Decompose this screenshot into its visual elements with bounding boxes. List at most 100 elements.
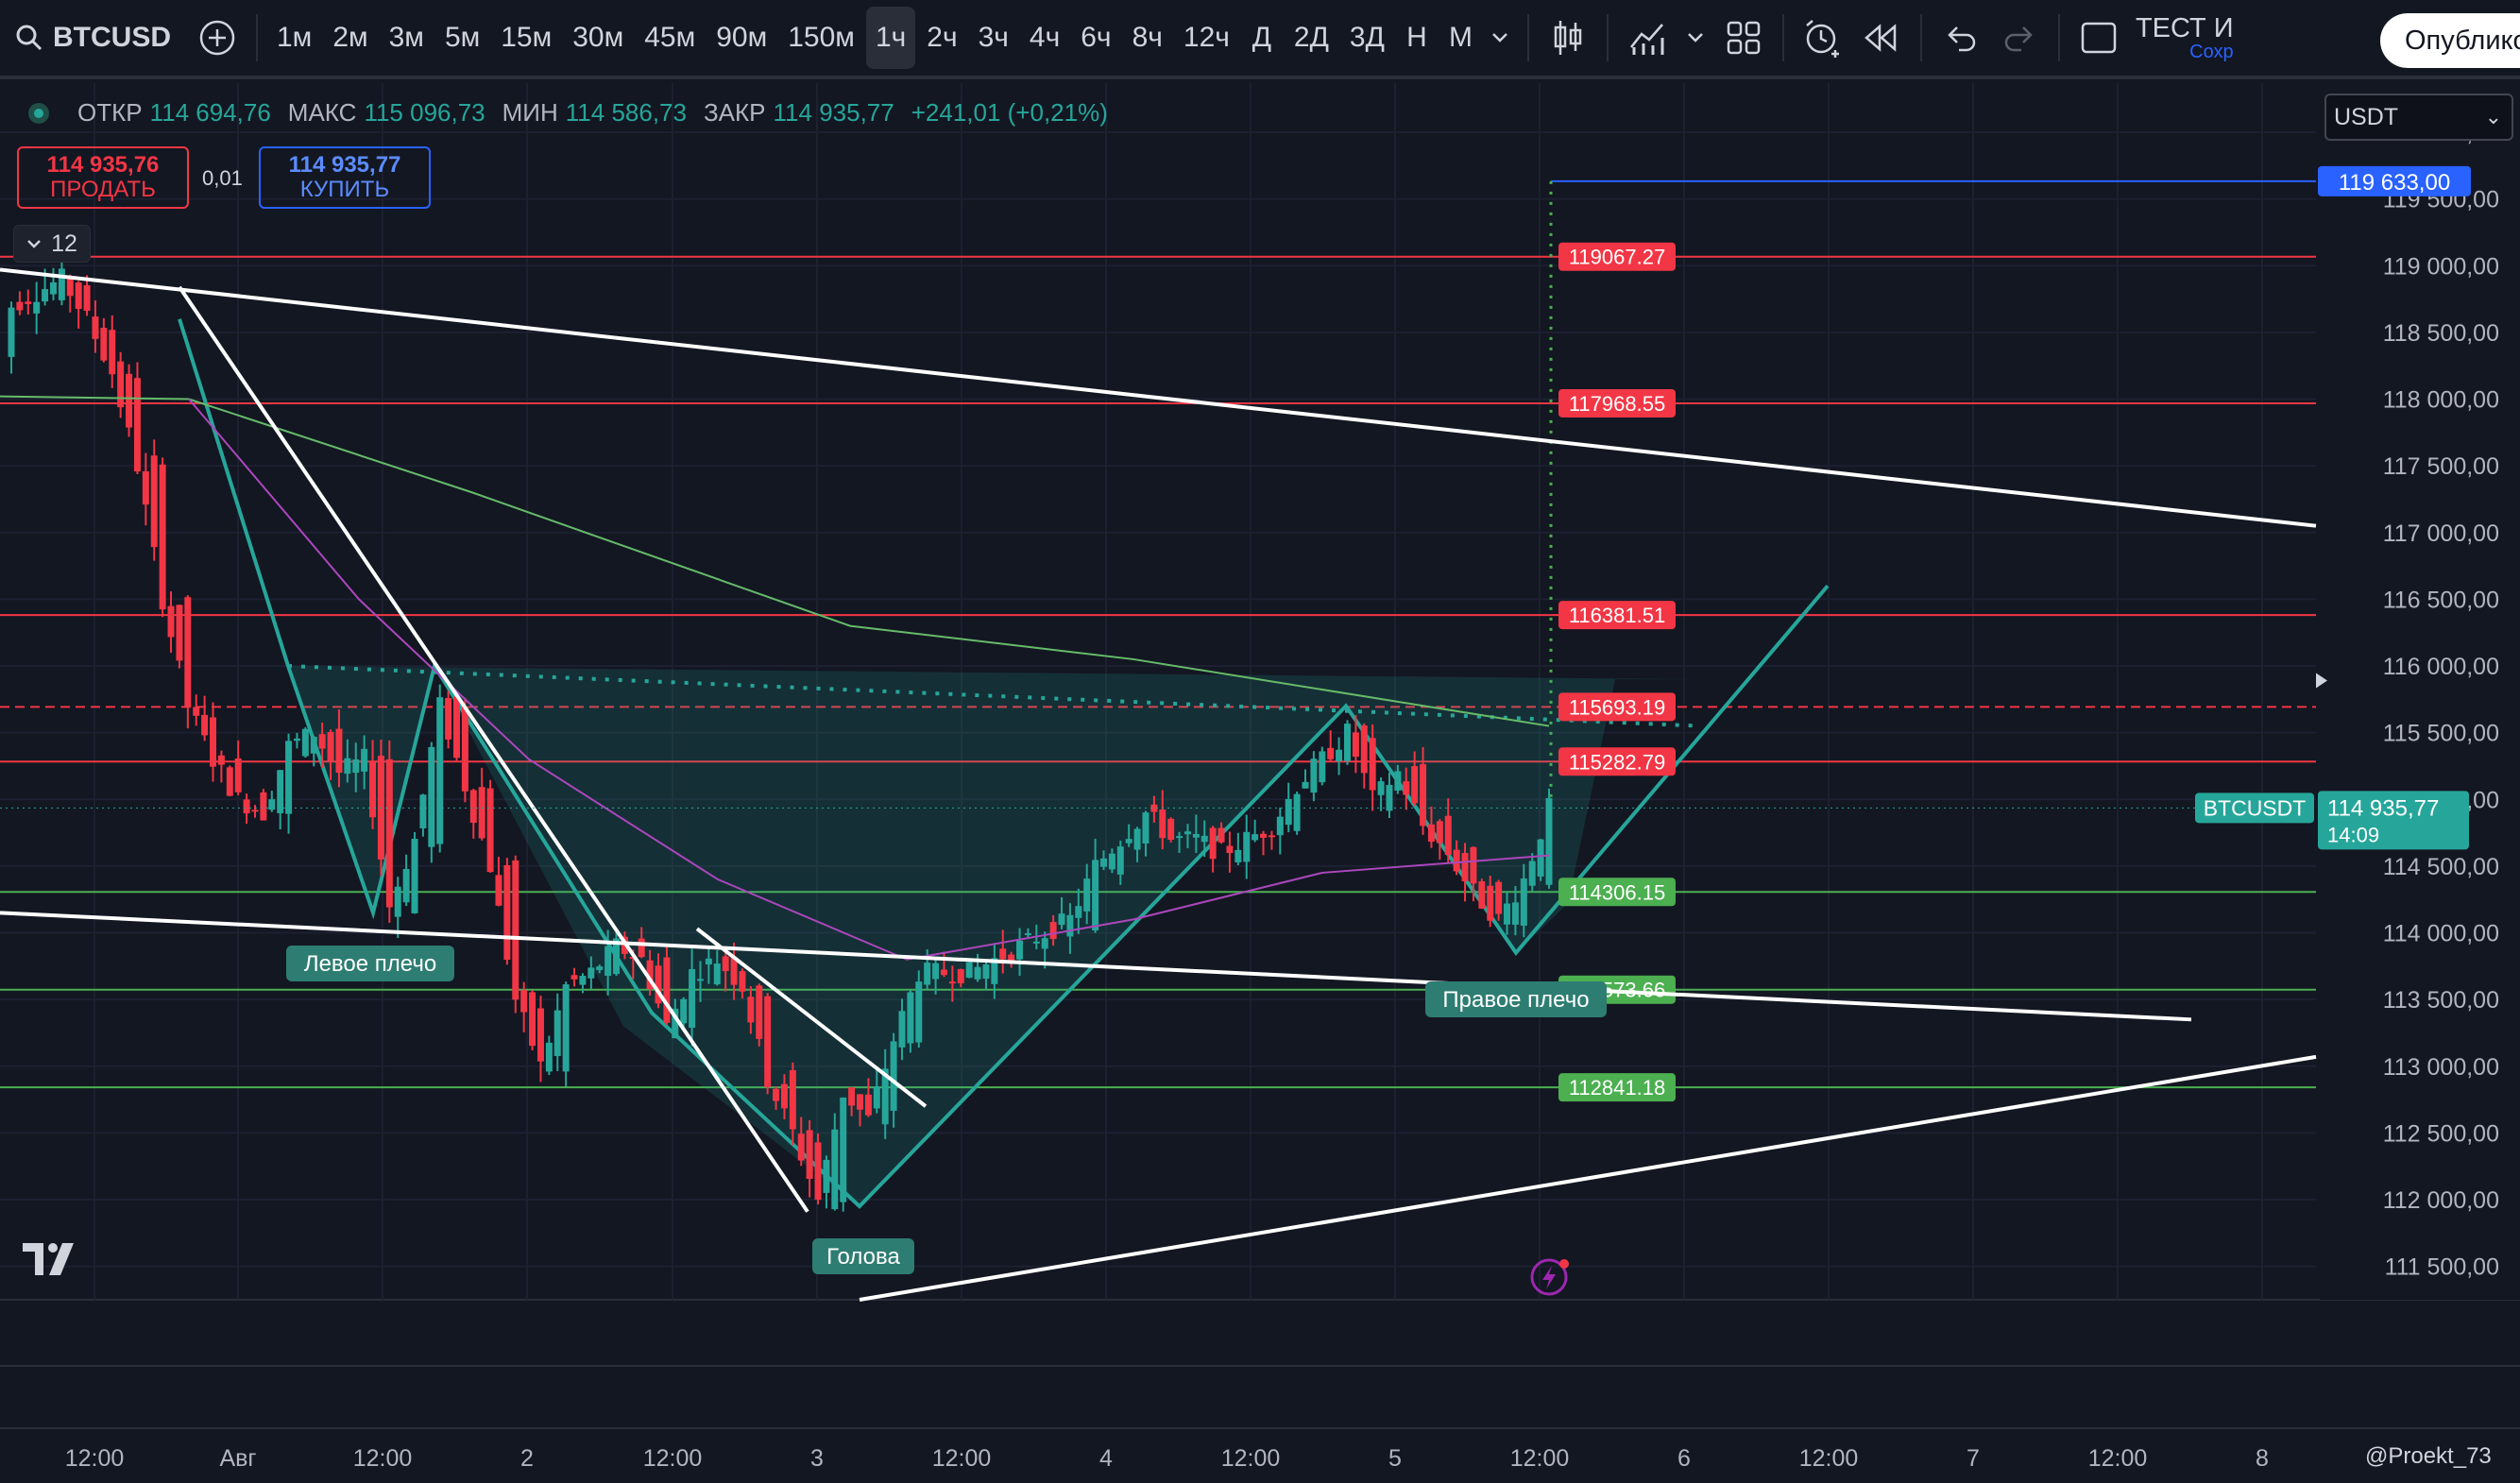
indicators-dropdown-button[interactable] (1677, 7, 1714, 69)
buy-label: КУПИТЬ (299, 177, 390, 202)
price-tick-label: 114 500,00 (2383, 854, 2499, 880)
ohlc-legend: ОТКР 114 694,76 МАКС 115 096,73 МИН 114 … (28, 98, 1117, 128)
candle-body (193, 707, 200, 716)
timeframe-16[interactable]: Д (1251, 22, 1272, 53)
candle-body (1200, 835, 1208, 843)
head-label-text: Голова (826, 1244, 900, 1270)
timeframe-15[interactable]: 12ч (1183, 22, 1230, 53)
chart-type-button[interactable] (1539, 7, 1597, 69)
support-level-2-tag-bg (1558, 1073, 1676, 1102)
price-tick-label: 112 500,00 (2383, 1120, 2499, 1147)
candle-body (1251, 834, 1259, 841)
candle-body (705, 958, 712, 965)
time-tick-label: Авг (219, 1445, 256, 1472)
timeframe-3[interactable]: 5м (444, 22, 481, 53)
timeframe-14[interactable]: 8ч (1132, 22, 1163, 53)
timeframe-0[interactable]: 1м (277, 22, 313, 53)
timeframe-5[interactable]: 30м (572, 22, 624, 53)
resistance-level-0-tag: 119067.27 (1558, 242, 1676, 271)
publish-button[interactable]: Опублико (2380, 13, 2520, 68)
candle-body (1470, 846, 1477, 884)
chart-pane[interactable]: 119067.27 117968.55 116381.51 115693.19 1152… (0, 83, 2520, 1483)
candle-body (402, 868, 410, 903)
timeframe-12[interactable]: 4ч (1029, 22, 1061, 53)
timeframe-1[interactable]: 2м (332, 22, 368, 53)
sell-button[interactable]: 114 935,76 ПРОДАТЬ (17, 146, 189, 209)
price-axis-background[interactable] (2320, 83, 2520, 1300)
redo-button[interactable] (1990, 7, 2049, 69)
time-tick-label: 12:00 (1221, 1445, 1281, 1472)
indicators-button[interactable] (1618, 7, 1677, 69)
support-level-2-tag: 112841.18 (1558, 1073, 1676, 1102)
candle-body (864, 1094, 872, 1116)
candle-body (680, 998, 688, 1024)
layout-save-button[interactable]: ТЕСТ И Сохр (2128, 7, 2241, 69)
time-tick-label: 12:00 (643, 1445, 703, 1472)
buy-button[interactable]: 114 935,77 КУПИТЬ (259, 146, 431, 209)
timeframe-6[interactable]: 45м (644, 22, 696, 53)
current-symbol-tag-bg (2195, 793, 2314, 824)
candle-body (1403, 781, 1410, 795)
support-level-2-tag-text: 112841.18 (1569, 1076, 1665, 1099)
candle-body (890, 1041, 897, 1111)
timeframe-8[interactable]: 150м (788, 22, 855, 53)
candle-body (117, 361, 125, 408)
close-value: 114 935,77 (773, 98, 894, 127)
symbol-search-button[interactable]: BTCUSD (0, 7, 188, 69)
price-tick-label: 113 500,00 (2383, 987, 2499, 1014)
candle-body (8, 307, 15, 357)
chevron-down-icon (1492, 33, 1507, 43)
undo-button[interactable] (1932, 7, 1990, 69)
candle-body (672, 1008, 679, 1039)
candle-body (176, 605, 183, 661)
timeframe-10[interactable]: 2ч (927, 22, 958, 53)
candle-body (1427, 824, 1435, 843)
candle-body (1125, 839, 1132, 844)
candle-body (974, 966, 981, 980)
candle-body (1217, 827, 1225, 843)
replay-button[interactable] (1852, 7, 1911, 69)
candle-body (764, 996, 772, 1087)
candle-body (655, 965, 662, 1004)
candle-body (1268, 835, 1275, 838)
timeframe-2[interactable]: 3м (388, 22, 424, 53)
timeframe-19[interactable]: Н (1406, 22, 1427, 53)
candle-body (1293, 793, 1301, 831)
alert-marker-icon[interactable] (2316, 673, 2327, 689)
candle-body (1461, 853, 1469, 882)
undo-icon (1948, 26, 1976, 52)
timeframe-dropdown-button[interactable] (1482, 7, 1518, 69)
price-tick-label: 112 000,00 (2383, 1187, 2499, 1214)
candle-body (243, 799, 250, 814)
candle-body (411, 838, 418, 913)
candle-body (1075, 906, 1082, 918)
timeframe-18[interactable]: 3Д (1349, 22, 1385, 53)
timeframe-4[interactable]: 15м (501, 22, 553, 53)
candle-body (1159, 810, 1166, 839)
candle-body (789, 1069, 796, 1130)
change-value: +241,01 (+0,21%) (911, 98, 1108, 127)
candle-body (1183, 831, 1191, 835)
candle-body (797, 1134, 805, 1161)
layouts-button[interactable] (1714, 7, 1773, 69)
candle-body (1049, 922, 1057, 940)
lightning-icon[interactable] (1528, 1254, 1574, 1300)
indicators-collapse-button[interactable]: 12 (13, 225, 91, 263)
alert-button[interactable] (1794, 7, 1852, 69)
compare-symbol-button[interactable] (188, 7, 247, 69)
currency-select[interactable]: USDT ⌄ (2324, 94, 2513, 141)
candle-body (42, 289, 49, 302)
candle-body (1092, 860, 1099, 930)
timeframe-7[interactable]: 90м (716, 22, 768, 53)
candle-body (604, 946, 612, 976)
timeframe-20[interactable]: М (1448, 22, 1473, 53)
timeframe-17[interactable]: 2Д (1293, 22, 1329, 53)
timeframe-13[interactable]: 6ч (1081, 22, 1112, 53)
countdown-label: 14:09 (2327, 823, 2379, 846)
fullscreen-button[interactable] (2069, 7, 2128, 69)
candle-body (1041, 938, 1048, 949)
price-chart[interactable]: 119067.27 117968.55 116381.51 115693.19 1152… (0, 83, 2520, 1483)
resistance-level-3-tag: 115693.19 (1558, 692, 1676, 722)
timeframe-9[interactable]: 1ч (865, 7, 916, 69)
timeframe-11[interactable]: 3ч (978, 22, 1009, 53)
